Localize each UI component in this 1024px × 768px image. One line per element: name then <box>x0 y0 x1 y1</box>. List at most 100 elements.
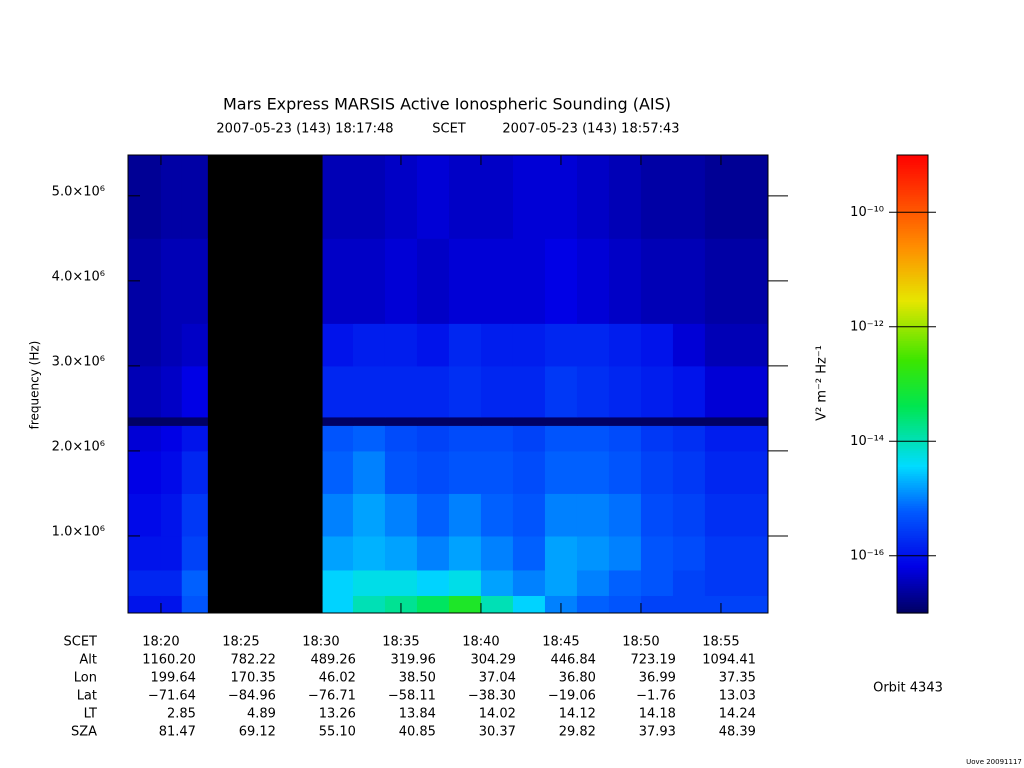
heatmap-cell <box>160 155 183 239</box>
heatmap-cell <box>384 535 418 571</box>
colorbar-swatch <box>897 491 928 495</box>
heatmap-cell <box>640 595 674 614</box>
colorbar-swatch <box>897 287 928 291</box>
colorbar-swatch <box>897 395 928 399</box>
colorbar-swatch <box>897 159 928 163</box>
colorbar-swatch <box>897 397 928 401</box>
colorbar-swatch <box>897 230 928 234</box>
colorbar-swatch <box>897 274 928 277</box>
colorbar-swatch <box>897 596 928 600</box>
colorbar-swatch <box>897 468 928 472</box>
heatmap-cell <box>322 595 354 614</box>
ephemeris-value: 2.85 <box>167 707 196 722</box>
heatmap-cell <box>384 416 418 426</box>
colorbar-swatch <box>897 473 928 477</box>
heatmap-cell <box>480 238 514 324</box>
colorbar-swatch <box>897 319 928 323</box>
heatmap-cell <box>181 323 208 367</box>
colorbar-swatch <box>897 189 928 193</box>
colorbar-swatch <box>897 223 928 227</box>
colorbar-swatch <box>897 454 928 458</box>
heatmap-cell <box>384 323 418 367</box>
ephemeris-value: 723.19 <box>630 653 676 668</box>
colorbar-swatch <box>897 445 928 449</box>
ephemeris-label: SZA <box>71 725 97 740</box>
colorbar-swatch <box>897 576 928 580</box>
colorbar-swatch <box>897 345 928 348</box>
heatmap-cell <box>160 595 183 614</box>
heatmap-cell <box>181 416 208 426</box>
heatmap-cell <box>672 425 706 452</box>
heatmap-cell <box>128 323 162 367</box>
heatmap-cell <box>352 535 386 571</box>
heatmap-cell <box>672 323 706 367</box>
colorbar-swatch <box>897 434 928 438</box>
colorbar-swatch <box>897 590 928 593</box>
colorbar-swatch <box>897 225 928 229</box>
heatmap-cell <box>544 569 578 596</box>
colorbar-swatch <box>897 564 928 568</box>
colorbar-swatch <box>897 505 928 509</box>
colorbar-swatch <box>897 528 928 532</box>
y-axis-label: frequency (Hz) <box>28 341 42 430</box>
x-tick-label: 18:40 <box>462 635 499 650</box>
heatmap-cell <box>128 535 162 571</box>
colorbar-swatch <box>897 420 928 424</box>
heatmap-cell <box>128 155 162 239</box>
colorbar-swatch <box>897 585 928 589</box>
colorbar-swatch <box>897 384 928 387</box>
colorbar-swatch <box>897 525 928 529</box>
heatmap-cell <box>322 155 354 239</box>
colorbar-swatch <box>897 500 928 504</box>
heatmap-cell <box>352 238 386 324</box>
heatmap-cell <box>416 425 450 452</box>
colorbar-swatch <box>897 363 928 367</box>
heatmap-cell <box>608 155 642 239</box>
colorbar-swatch <box>897 303 928 307</box>
time-frame: SCET <box>432 122 466 137</box>
ephemeris-value: 37.93 <box>639 725 676 740</box>
colorbar-swatch <box>897 296 928 300</box>
colorbar-swatch <box>897 267 928 271</box>
colorbar-swatch <box>897 244 928 248</box>
colorbar-swatch <box>897 155 928 158</box>
colorbar-swatch <box>897 294 928 298</box>
colorbar-swatch <box>897 413 928 417</box>
heatmap-cell <box>512 323 546 367</box>
colorbar-swatch <box>897 471 928 474</box>
heatmap-cell <box>448 238 482 324</box>
heatmap-cell <box>322 416 354 426</box>
colorbar-swatch <box>897 594 928 598</box>
colorbar-swatch <box>897 555 928 559</box>
heatmap-cell <box>544 450 578 494</box>
colorbar-swatch <box>897 237 928 241</box>
heatmap-cell <box>128 595 162 614</box>
heatmap-cell <box>128 365 162 418</box>
colorbar-tick-label: 10⁻¹² <box>850 319 884 334</box>
colorbar-swatch <box>897 276 928 280</box>
colorbar-swatch <box>897 315 928 319</box>
ephemeris-value: 13.26 <box>319 707 356 722</box>
colorbar-swatch <box>897 521 928 525</box>
colorbar-swatch <box>897 310 928 314</box>
heatmap-cell <box>416 155 450 239</box>
heatmap-cell <box>352 595 386 614</box>
colorbar-swatch <box>897 203 928 206</box>
ephemeris-value: 14.18 <box>639 707 676 722</box>
heatmap-cell <box>512 155 546 239</box>
colorbar-swatch <box>897 438 928 442</box>
colorbar-swatch <box>897 441 928 445</box>
heatmap-cell <box>640 416 674 426</box>
heatmap-cell <box>160 493 183 537</box>
colorbar-swatch <box>897 269 928 273</box>
heatmap-cell <box>544 323 578 367</box>
heatmap-cell <box>128 416 162 426</box>
heatmap-cell <box>416 416 450 426</box>
heatmap-cell <box>352 569 386 596</box>
colorbar-swatch <box>897 326 928 330</box>
colorbar-swatch <box>897 333 928 337</box>
heatmap-cell <box>448 450 482 494</box>
heatmap-cell <box>672 569 706 596</box>
heatmap-cell <box>512 595 546 614</box>
colorbar-swatch <box>897 283 928 287</box>
